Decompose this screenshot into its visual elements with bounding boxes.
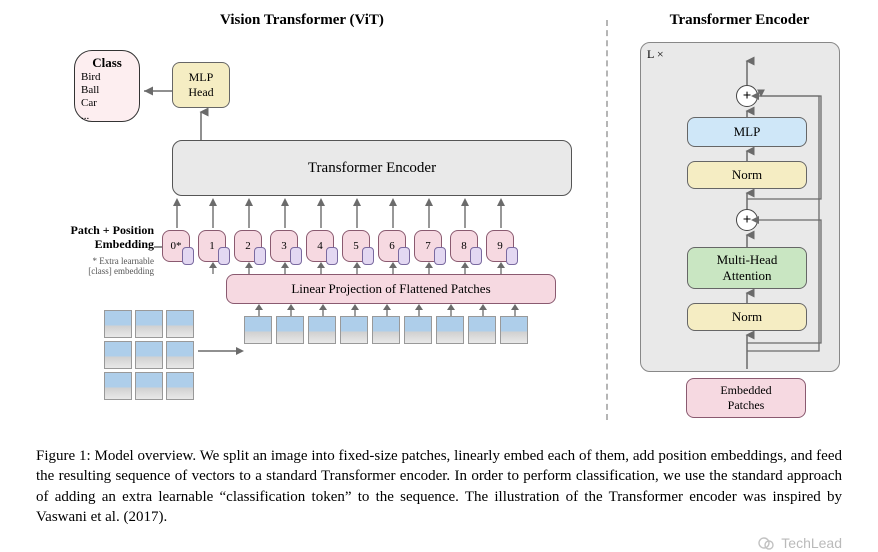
position-token: 2 [234,230,262,262]
position-token: 0* [162,230,190,262]
flattened-patches-row [244,316,528,344]
arrow-proj-to-token [388,262,398,281]
embedding-label: Patch + Position Embedding [26,224,154,252]
image-patch [244,316,272,344]
right-title: Transformer Encoder [622,12,857,29]
arrow-proj-to-token [496,262,506,281]
embedding-note: * Extra learnable [class] embedding [26,256,154,277]
class-item: Car [81,97,133,110]
arrow-proj-to-token [316,262,326,281]
embedded-patches-box: Embedded Patches [686,378,806,418]
image-patch [340,316,368,344]
input-image-patch [135,372,163,400]
image-patch [308,316,336,344]
position-token: 6 [378,230,406,262]
residual-add-top: + [736,85,758,107]
patch-embedding-chip [218,247,230,265]
class-items: BirdBallCar... [81,71,133,124]
left-title: Vision Transformer (ViT) [12,12,592,29]
patch-embedding-chip [290,247,302,265]
class-item: Ball [81,84,133,97]
position-token: 9 [486,230,514,262]
class-title: Class [81,55,133,71]
encoder-norm2-block: Norm [687,303,807,331]
input-image-patch [135,341,163,369]
input-image-grid [104,310,194,400]
figure-caption: Figure 1: Model overview. We split an im… [12,432,866,527]
input-image-patch [135,310,163,338]
transformer-encoder-label: Transformer Encoder [308,160,436,177]
position-token: 5 [342,230,370,262]
class-item: ... [81,110,133,123]
encoder-mlp-block: MLP [687,117,807,147]
patch-embedding-chip [470,247,482,265]
encoder-norm1-block: Norm [687,161,807,189]
patch-embedding-chip [362,247,374,265]
position-token: 3 [270,230,298,262]
class-item: Bird [81,71,133,84]
patch-embedding-chip [182,247,194,265]
patch-embedding-chip [254,247,266,265]
image-patch [372,316,400,344]
patch-embedding-chip [506,247,518,265]
arrow-mlp-to-class [140,84,174,102]
mlp-head-label: MLP Head [188,70,213,100]
mlp-head-box: MLP Head [172,62,230,108]
watermark-text: TechLead [781,535,842,551]
encoder-container: L × + + MLP Norm Multi-Head Attention Norm [640,42,840,372]
arrow-proj-to-token [424,262,434,281]
arrow-proj-to-token [352,262,362,281]
image-patch [436,316,464,344]
transformer-encoder-box: Transformer Encoder [172,140,572,196]
input-image-patch [166,372,194,400]
position-token: 4 [306,230,334,262]
patch-embedding-chip [398,247,410,265]
residual-add-mid: + [736,209,758,231]
position-token: 8 [450,230,478,262]
figure-area: Vision Transformer (ViT) Class BirdBallC… [12,12,866,432]
arrow-proj-to-token [280,262,290,281]
embedded-patches-label: Embedded Patches [720,383,771,413]
linear-projection-label: Linear Projection of Flattened Patches [291,281,490,297]
position-token: 7 [414,230,442,262]
arrow-grid-to-patches [198,344,244,362]
class-output-box: Class BirdBallCar... [74,50,140,122]
image-patch [500,316,528,344]
wechat-icon [757,534,775,552]
encoder-mha-block: Multi-Head Attention [687,247,807,289]
patch-embedding-chip [434,247,446,265]
input-image-patch [104,310,132,338]
patch-embedding-chip [326,247,338,265]
encoder-lx-label: L × [647,47,664,62]
panel-divider [606,20,608,420]
image-patch [276,316,304,344]
position-token: 1 [198,230,226,262]
token-row: 0*123456789 [162,230,514,262]
image-patch [404,316,432,344]
arrow-proj-to-token [460,262,470,281]
input-image-patch [166,341,194,369]
input-image-patch [104,372,132,400]
watermark: TechLead [757,534,842,552]
input-image-patch [166,310,194,338]
image-patch [468,316,496,344]
transformer-encoder-detail: Transformer Encoder L × + + MLP Norm Multi… [622,12,857,432]
vit-diagram: Vision Transformer (ViT) Class BirdBallC… [12,12,592,432]
arrow-proj-to-token [208,262,218,281]
arrow-proj-to-token [244,262,254,281]
input-image-patch [104,341,132,369]
